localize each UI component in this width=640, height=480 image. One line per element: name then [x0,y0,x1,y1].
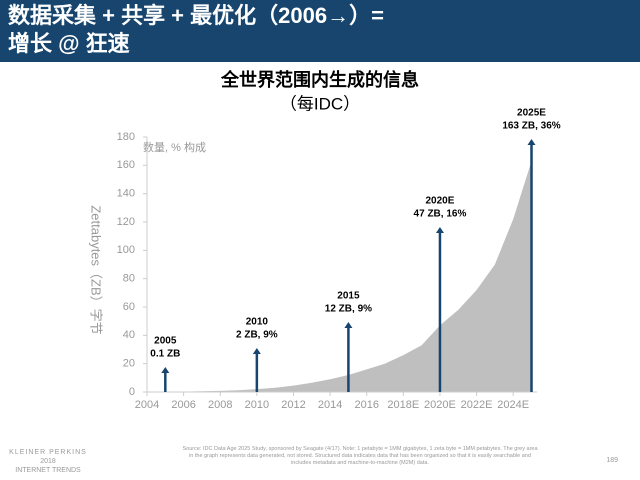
brand: INTERNET TRENDS [15,467,81,474]
y-tick-label: 60 [123,301,135,313]
annotation-label: 2025E [517,108,546,119]
brand: 2018 [40,458,56,465]
y-tick-label: 0 [129,386,135,398]
x-tick-label: 2022E [461,399,493,411]
annotation-label: 2020E [425,196,454,207]
x-tick-label: 2012 [281,399,305,411]
y-tick-label: 160 [117,159,135,171]
source: Source: IDC Data Age 2025 Study, sponsor… [182,446,538,467]
annotation-label: 2015 [337,291,360,302]
annotation-text: 0.1 ZB [150,349,180,360]
annotation-arrowhead [161,367,170,373]
header-title: 数据采集 + 共享 + 最优化（2006→）= [8,3,384,28]
annotation-text: 47 ZB, 16% [414,209,467,220]
x-tick-label: 2016 [354,399,378,411]
annotation-arrowhead [527,139,536,145]
annotation-text: 163 ZB, 36% [502,121,560,132]
annotation-arrowhead [435,227,444,233]
y-tick-label: 40 [123,329,135,341]
x-tick-label: 2010 [245,399,269,411]
x-tick-label: 2014 [318,399,342,411]
unit-label: 数量, % 构成 [143,140,206,154]
y-tick-label: 80 [123,273,135,285]
y-tick-label: 20 [123,358,135,370]
chart-subtitle: （每IDC） [280,94,360,113]
brand: KLEINER PERKINS [9,449,87,456]
chart-title: 全世界范围内生成的信息 [220,69,419,90]
annotation-text: 2 ZB, 9% [236,330,278,341]
x-tick-label: 2004 [135,399,159,411]
page-number: 189 [606,457,618,464]
annotation-label: 2005 [154,336,177,347]
y-tick-label: 140 [117,188,135,200]
x-tick-label: 2018E [387,399,419,411]
x-tick-label: 2008 [208,399,232,411]
y-tick-label: 120 [117,216,135,228]
header-title: 增长 @ 狂速 [8,31,130,56]
header-bar [0,0,640,62]
x-tick-label: 2020E [424,399,456,411]
y-tick-label: 180 [117,131,135,143]
annotation-arrowhead [252,348,261,354]
y-tick-label: 100 [117,244,135,256]
x-tick-label: 2024E [497,399,529,411]
annotation-label: 2010 [246,317,269,328]
annotation-arrowhead [344,322,353,328]
plot: 0 20 40 60 80 100 120 140 160 180 2004 2006 2008 2010… [117,108,561,411]
x-tick-label: 2006 [171,399,195,411]
y-axis-label: Zettabytes（ZB）字节 [89,205,104,334]
annotation-text: 12 ZB, 9% [325,304,372,315]
source-box: Source: IDC Data Age 2025 Study, sponsor… [182,446,538,467]
